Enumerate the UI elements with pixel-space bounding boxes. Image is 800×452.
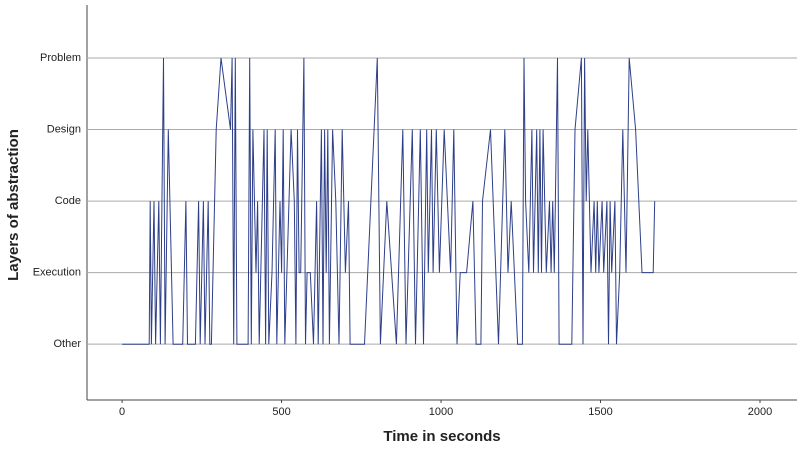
- y-tick-label: Code: [55, 195, 81, 207]
- x-tick-label: 1500: [588, 406, 612, 418]
- data-line: [122, 57, 656, 345]
- x-tick-label: 1000: [429, 406, 453, 418]
- y-axis-title: Layers of abstraction: [5, 129, 22, 281]
- y-tick-label: Execution: [33, 267, 81, 279]
- y-tick-label: Problem: [40, 52, 81, 64]
- x-tick-label: 2000: [748, 406, 772, 418]
- x-tick-label: 0: [119, 406, 125, 418]
- y-tick-label: Other: [53, 338, 81, 350]
- x-tick-label: 500: [272, 406, 290, 418]
- y-tick-label: Design: [47, 123, 81, 135]
- x-axis-title: Time in seconds: [383, 428, 500, 445]
